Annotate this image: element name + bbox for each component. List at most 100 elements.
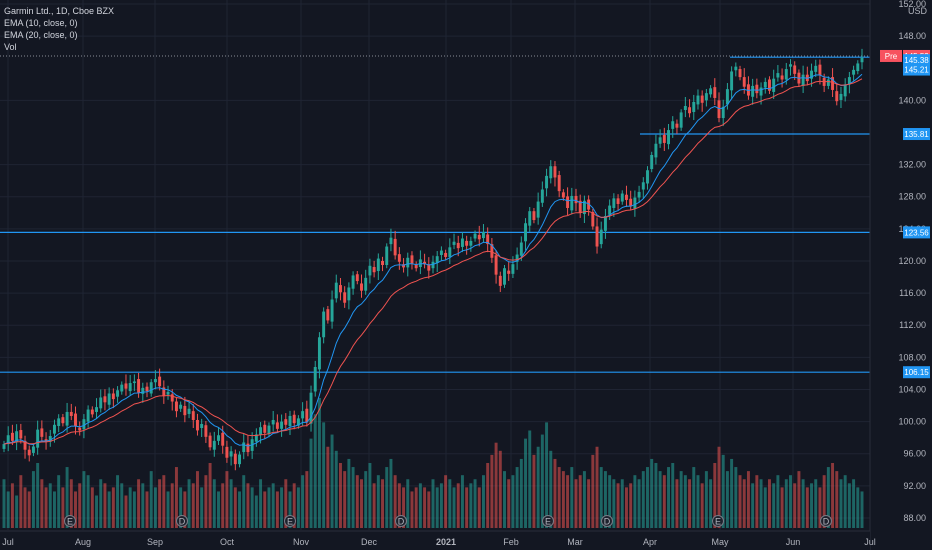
event-marker-circle: [64, 515, 76, 527]
event-marker-circle: [712, 515, 724, 527]
volume-bar: [40, 479, 44, 528]
event-marker-earnings[interactable]: E: [64, 515, 76, 527]
candle-body: [410, 255, 414, 264]
candle-body: [587, 199, 591, 210]
candle-body: [561, 192, 565, 198]
volume-bar: [582, 471, 586, 528]
volume-bar: [692, 467, 696, 528]
volume-bar: [767, 479, 771, 528]
volume-bar: [612, 479, 616, 528]
candle-body: [843, 84, 847, 97]
event-marker-dividend[interactable]: D: [820, 515, 832, 527]
candle-body: [393, 238, 397, 256]
candle-body: [90, 409, 94, 415]
volume-bar: [713, 463, 717, 528]
candle-body: [624, 194, 628, 200]
candle-body: [376, 258, 380, 272]
tag-value: 106.15: [904, 368, 929, 377]
volume-bar: [309, 438, 313, 528]
volume-bar: [103, 483, 107, 528]
volume-bar: [23, 487, 27, 528]
candle-body: [259, 427, 263, 435]
volume-bar: [662, 475, 666, 528]
candle-body: [776, 73, 780, 78]
candle-body: [540, 189, 544, 203]
candle-body: [23, 440, 27, 450]
event-marker-earnings[interactable]: E: [542, 515, 554, 527]
tag-value-background: [903, 366, 930, 379]
candle-body: [141, 387, 145, 394]
candle-body: [675, 123, 679, 128]
candle-body: [103, 396, 107, 403]
candle-body: [801, 74, 805, 86]
candle-body: [296, 418, 300, 426]
event-marker-earnings[interactable]: E: [712, 515, 724, 527]
volume-bar: [826, 467, 830, 528]
candle-body: [646, 170, 649, 184]
candle-body: [381, 260, 385, 265]
candle-body: [519, 242, 523, 256]
volume-bar: [856, 487, 860, 528]
volume-bar: [460, 475, 464, 528]
volume-bar: [347, 458, 351, 528]
legend-ema20[interactable]: EMA (20, close, 0): [4, 30, 78, 40]
candle-body: [191, 411, 195, 420]
volume-bar: [553, 458, 557, 528]
candle-body: [414, 264, 418, 269]
volume-bar: [410, 491, 414, 528]
price-tick-label: 140.00: [898, 95, 926, 105]
candle-body: [128, 383, 132, 392]
tag-value-background: [903, 54, 930, 67]
event-marker-dividend[interactable]: D: [395, 515, 407, 527]
candle-body: [233, 453, 237, 465]
volume-bar: [238, 491, 242, 528]
candle-body: [57, 418, 61, 427]
price-axis[interactable]: USD 88.00 92.00 96.00 100.00 104.00 108.00 112.…: [869, 0, 932, 550]
candle-body: [284, 419, 288, 425]
event-marker-dividend[interactable]: D: [601, 515, 613, 527]
volume-bar: [763, 487, 767, 528]
tag-value: 135.81: [904, 130, 929, 139]
legend-title[interactable]: Garmin Ltd., 1D, Cboe BZX: [4, 6, 115, 16]
candle-body: [486, 234, 490, 245]
candle-body: [494, 255, 498, 275]
legend-vol[interactable]: Vol: [4, 42, 17, 52]
time-axis[interactable]: Jul Aug Sep Oct Nov Dec 2021 Feb Mar Apr May Jun Jul: [0, 530, 876, 550]
candle-body: [553, 166, 557, 178]
volume-bar: [536, 446, 540, 528]
candle-body: [784, 69, 788, 80]
event-marker-earnings[interactable]: E: [284, 515, 296, 527]
candle-body: [200, 424, 204, 429]
candle-body: [317, 337, 321, 370]
volume-bar: [477, 487, 481, 528]
volume-bar: [149, 471, 153, 528]
volume-bar: [641, 471, 645, 528]
volume-bar: [805, 487, 809, 528]
volume-bar: [847, 483, 851, 528]
volume-bar: [78, 483, 82, 528]
volume-bar: [784, 479, 788, 528]
horizontal-levels[interactable]: [0, 55, 900, 373]
time-tick-label: Dec: [361, 537, 378, 547]
candle-body: [477, 234, 481, 240]
volume-bar: [507, 479, 511, 528]
candle-body: [254, 434, 258, 442]
volume-bar: [204, 475, 208, 528]
grid-lines: [0, 0, 871, 530]
candle-body: [338, 285, 342, 293]
volume-bar: [839, 479, 843, 528]
volume-bar: [810, 483, 814, 528]
tag-value-background: [903, 128, 930, 141]
event-marker-dividend[interactable]: D: [176, 515, 188, 527]
candle-body: [280, 421, 284, 429]
volume-bar: [90, 487, 94, 528]
volume-bar: [759, 479, 763, 528]
volume-bar: [427, 491, 431, 528]
volume-bar: [376, 475, 380, 528]
candle-body: [856, 63, 860, 72]
candle-body: [528, 211, 532, 226]
legend-ema10[interactable]: EMA (10, close, 0): [4, 18, 78, 28]
